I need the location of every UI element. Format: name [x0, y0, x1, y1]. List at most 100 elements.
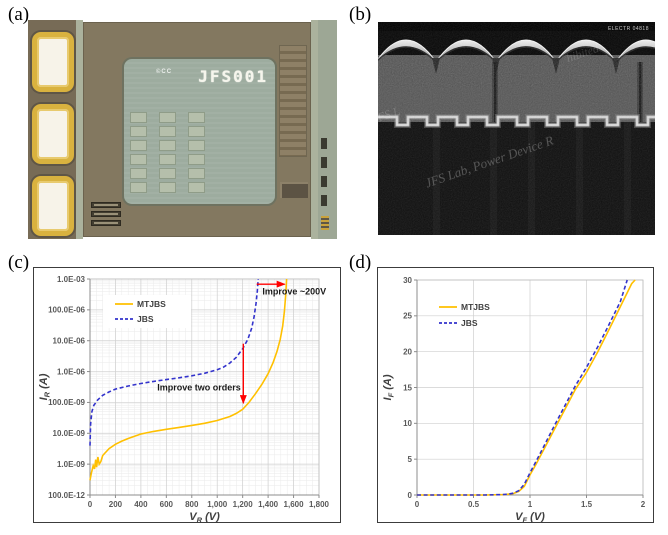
active-cell: [130, 154, 147, 165]
svg-text:1.0E-09: 1.0E-09: [57, 460, 86, 469]
dicing-street: [76, 20, 83, 239]
active-cell: [159, 112, 176, 123]
panel-b-sem-image: JFS Lab, Power Device R JFS L hibited EL…: [378, 22, 655, 235]
active-cell: [130, 182, 147, 193]
active-cell: [159, 182, 176, 193]
alignment-mark: [321, 138, 327, 149]
svg-text:IF (A): IF (A): [382, 374, 396, 400]
alignment-mark: [321, 157, 327, 168]
svg-text:25: 25: [403, 312, 412, 321]
active-cell: [188, 112, 205, 123]
bond-pad: [32, 104, 74, 164]
svg-text:30: 30: [403, 276, 412, 285]
svg-text:1.0E-03: 1.0E-03: [57, 275, 86, 284]
left-die-strip: [28, 20, 76, 239]
svg-text:VF (V): VF (V): [515, 511, 545, 522]
svg-text:0: 0: [415, 500, 420, 509]
svg-text:MTJBS: MTJBS: [137, 299, 166, 309]
svg-text:5: 5: [408, 455, 413, 464]
svg-text:20: 20: [403, 347, 412, 356]
svg-text:600: 600: [160, 500, 174, 509]
dicing-street: [311, 20, 318, 239]
panel-c-label: (c): [8, 252, 30, 273]
svg-text:JBS: JBS: [137, 314, 154, 324]
series: [417, 279, 636, 496]
svg-text:MTJBS: MTJBS: [461, 302, 490, 312]
svg-text:100.0E-06: 100.0E-06: [48, 306, 85, 315]
svg-text:10.0E-06: 10.0E-06: [53, 337, 86, 346]
svg-text:100.0E-12: 100.0E-12: [48, 491, 85, 500]
test-structure-block: [280, 46, 306, 156]
alignment-mark: [321, 195, 327, 206]
legend: MTJBS JBS: [103, 295, 191, 328]
series-mtjbs-line: [89, 278, 288, 481]
svg-text:0: 0: [88, 500, 93, 509]
panel-d-label: (d): [349, 252, 372, 273]
sem-cross-section-graphic: [378, 22, 655, 235]
active-area: ©CC JFS001: [122, 57, 277, 206]
active-cell: [159, 126, 176, 137]
panel-b-label: (b): [349, 4, 372, 25]
active-cell: [130, 140, 147, 151]
svg-text:1,400: 1,400: [258, 500, 279, 509]
chip-logo: ©CC: [156, 69, 173, 75]
series-jbs-line: [417, 279, 628, 496]
svg-text:100.0E-09: 100.0E-09: [48, 398, 85, 407]
active-cell: [159, 168, 176, 179]
svg-text:1,000: 1,000: [207, 500, 228, 509]
gold-alignment-mark: [321, 216, 329, 230]
reverse-iv-chart-svg: 0 200 400 600 800 1,000 1,200 1,400 1,600 1,800 1.…: [34, 268, 340, 522]
active-cell: [188, 140, 205, 151]
svg-text:10: 10: [403, 419, 412, 428]
svg-text:1.0E-06: 1.0E-06: [57, 367, 86, 376]
axes: 0 200 400 600 800 1,000 1,200 1,400 1,600 1,800 1.…: [38, 275, 330, 522]
series-jbs-line: [89, 278, 259, 446]
svg-text:0.5: 0.5: [468, 500, 480, 509]
panel-a-label: (a): [8, 4, 30, 25]
active-cell: [130, 168, 147, 179]
alignment-mark: [321, 176, 327, 187]
panel-a-micrograph: ©CC JFS001: [28, 20, 337, 239]
label-bar: [91, 220, 121, 226]
annotations: Improve ~200V Improve two orders: [157, 280, 326, 405]
svg-text:1.5: 1.5: [581, 500, 593, 509]
test-pad-grid: [130, 112, 205, 193]
svg-text:200: 200: [109, 500, 123, 509]
svg-text:Improve two orders: Improve two orders: [157, 383, 241, 393]
active-cell: [159, 140, 176, 151]
main-die: ©CC JFS001: [83, 22, 311, 237]
svg-text:1: 1: [528, 500, 533, 509]
label-bar: [91, 202, 121, 208]
active-cell: [188, 182, 205, 193]
panel-c-reverse-iv-chart: 0 200 400 600 800 1,000 1,200 1,400 1,600 1,800 1.…: [33, 267, 341, 523]
chip-id-text: JFS001: [198, 67, 268, 86]
panel-d-forward-iv-chart: 0 0.5 1 1.5 2 0 5 10 15 20 25 30 VF (V) IF (A) MTJBS JB…: [377, 267, 654, 523]
sem-info-text: ELECTR 04818: [607, 26, 649, 32]
svg-text:1,200: 1,200: [233, 500, 254, 509]
bond-pad: [32, 32, 74, 92]
label-bar: [91, 211, 121, 217]
marker-block: [280, 182, 308, 198]
active-cell: [159, 154, 176, 165]
svg-text:1,600: 1,600: [284, 500, 305, 509]
right-die-strip: [318, 20, 337, 239]
svg-text:800: 800: [185, 500, 199, 509]
active-cell: [130, 126, 147, 137]
active-cell: [188, 168, 205, 179]
svg-text:1,800: 1,800: [309, 500, 330, 509]
bond-pad: [32, 176, 74, 236]
svg-text:IR (A): IR (A): [38, 373, 52, 400]
active-cell: [130, 112, 147, 123]
svg-text:400: 400: [134, 500, 148, 509]
active-cell: [188, 154, 205, 165]
svg-text:0: 0: [408, 491, 413, 500]
svg-text:Improve ~200V: Improve ~200V: [262, 287, 326, 297]
svg-text:JBS: JBS: [461, 318, 478, 328]
active-cell: [188, 126, 205, 137]
series: [89, 278, 288, 481]
svg-text:2: 2: [641, 500, 646, 509]
svg-text:15: 15: [403, 383, 412, 392]
